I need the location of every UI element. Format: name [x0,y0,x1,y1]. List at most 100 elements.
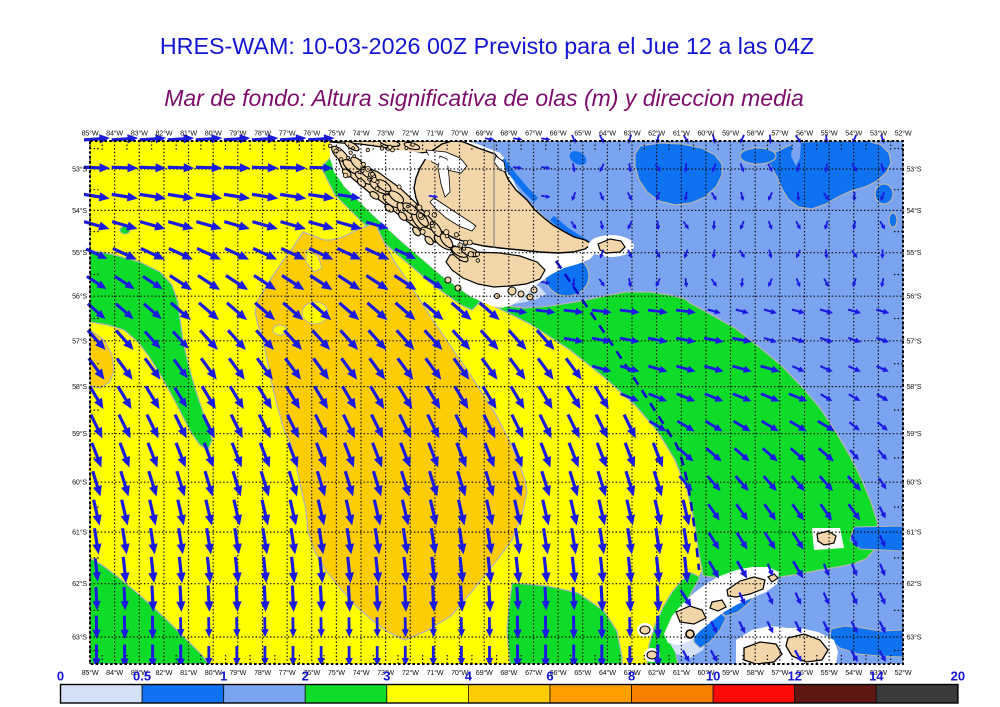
svg-text:56°S: 56°S [72,292,87,301]
svg-text:67°W: 67°W [525,668,542,677]
svg-text:73°W: 73°W [377,668,394,677]
svg-text:60°S: 60°S [72,478,87,487]
svg-text:60°W: 60°W [697,129,714,138]
svg-text:56°W: 56°W [796,129,813,138]
svg-text:6: 6 [546,669,553,684]
svg-text:59°W: 59°W [722,129,739,138]
svg-text:62°W: 62°W [648,668,665,677]
svg-text:64°W: 64°W [599,129,616,138]
svg-text:14: 14 [869,669,884,684]
svg-text:10: 10 [706,669,720,684]
svg-text:69°W: 69°W [476,668,493,677]
svg-text:61°W: 61°W [673,668,690,677]
svg-text:55°S: 55°S [907,248,922,257]
svg-text:1: 1 [220,669,227,684]
svg-text:66°W: 66°W [550,129,567,138]
svg-text:82°W: 82°W [155,668,172,677]
svg-text:74°W: 74°W [353,668,370,677]
svg-text:55°S: 55°S [72,248,87,257]
svg-text:8: 8 [628,669,635,684]
svg-text:58°S: 58°S [907,382,922,391]
svg-text:69°W: 69°W [476,129,493,138]
svg-text:65°W: 65°W [574,129,591,138]
svg-text:83°W: 83°W [131,668,148,677]
svg-text:72°W: 72°W [402,668,419,677]
svg-text:78°W: 78°W [254,129,271,138]
svg-text:12: 12 [787,669,801,684]
svg-text:70°W: 70°W [451,668,468,677]
svg-text:60°W: 60°W [697,668,714,677]
svg-text:55°W: 55°W [821,668,838,677]
svg-text:4: 4 [465,669,473,684]
svg-text:54°W: 54°W [845,129,862,138]
svg-text:81°W: 81°W [180,668,197,677]
svg-text:67°W: 67°W [525,129,542,138]
svg-text:61°W: 61°W [673,129,690,138]
svg-text:75°W: 75°W [328,668,345,677]
svg-text:62°S: 62°S [907,579,922,588]
svg-text:56°S: 56°S [907,292,922,301]
svg-text:62°S: 62°S [72,579,87,588]
svg-text:0.5: 0.5 [133,669,151,684]
svg-text:82°W: 82°W [155,129,172,138]
svg-text:70°W: 70°W [451,129,468,138]
svg-text:52°W: 52°W [895,668,912,677]
svg-text:74°W: 74°W [353,129,370,138]
svg-text:77°W: 77°W [279,668,296,677]
svg-text:79°W: 79°W [229,668,246,677]
svg-text:79°W: 79°W [229,129,246,138]
svg-text:58°W: 58°W [747,668,764,677]
svg-text:53°S: 53°S [907,165,922,174]
svg-text:75°W: 75°W [328,129,345,138]
svg-text:78°W: 78°W [254,668,271,677]
svg-text:65°W: 65°W [574,668,591,677]
svg-text:63°W: 63°W [624,668,641,677]
svg-text:76°W: 76°W [303,668,320,677]
svg-text:2: 2 [302,669,309,684]
svg-text:76°W: 76°W [303,129,320,138]
svg-text:58°S: 58°S [72,382,87,391]
svg-text:55°W: 55°W [821,129,838,138]
svg-text:80°W: 80°W [205,129,222,138]
svg-text:59°W: 59°W [722,668,739,677]
svg-text:54°W: 54°W [845,668,862,677]
svg-text:83°W: 83°W [131,129,148,138]
svg-text:62°W: 62°W [648,129,665,138]
svg-text:57°W: 57°W [771,129,788,138]
svg-text:0: 0 [57,669,64,684]
svg-text:63°W: 63°W [624,129,641,138]
svg-text:85°W: 85°W [82,129,99,138]
svg-text:72°W: 72°W [402,129,419,138]
svg-text:84°W: 84°W [106,668,123,677]
svg-text:80°W: 80°W [205,668,222,677]
svg-text:53°W: 53°W [870,668,887,677]
svg-text:54°S: 54°S [72,206,87,215]
svg-text:57°W: 57°W [771,668,788,677]
svg-text:84°W: 84°W [106,129,123,138]
svg-text:68°W: 68°W [500,129,517,138]
svg-text:61°S: 61°S [72,528,87,537]
svg-text:63°S: 63°S [72,633,87,642]
svg-text:60°S: 60°S [907,478,922,487]
svg-text:56°W: 56°W [796,668,813,677]
svg-text:53°S: 53°S [72,165,87,174]
svg-text:20: 20 [951,669,965,684]
svg-text:81°W: 81°W [180,129,197,138]
svg-text:59°S: 59°S [907,429,922,438]
svg-text:66°W: 66°W [550,668,567,677]
svg-text:77°W: 77°W [279,129,296,138]
svg-text:63°S: 63°S [907,633,922,642]
svg-text:68°W: 68°W [500,668,517,677]
svg-text:71°W: 71°W [426,129,443,138]
svg-text:58°W: 58°W [747,129,764,138]
svg-text:73°W: 73°W [377,129,394,138]
svg-text:61°S: 61°S [907,528,922,537]
svg-text:3: 3 [383,669,390,684]
svg-text:54°S: 54°S [907,206,922,215]
svg-text:57°S: 57°S [907,336,922,345]
svg-text:57°S: 57°S [72,336,87,345]
svg-text:59°S: 59°S [72,429,87,438]
svg-text:85°W: 85°W [82,668,99,677]
svg-text:53°W: 53°W [870,129,887,138]
svg-text:52°W: 52°W [895,129,912,138]
